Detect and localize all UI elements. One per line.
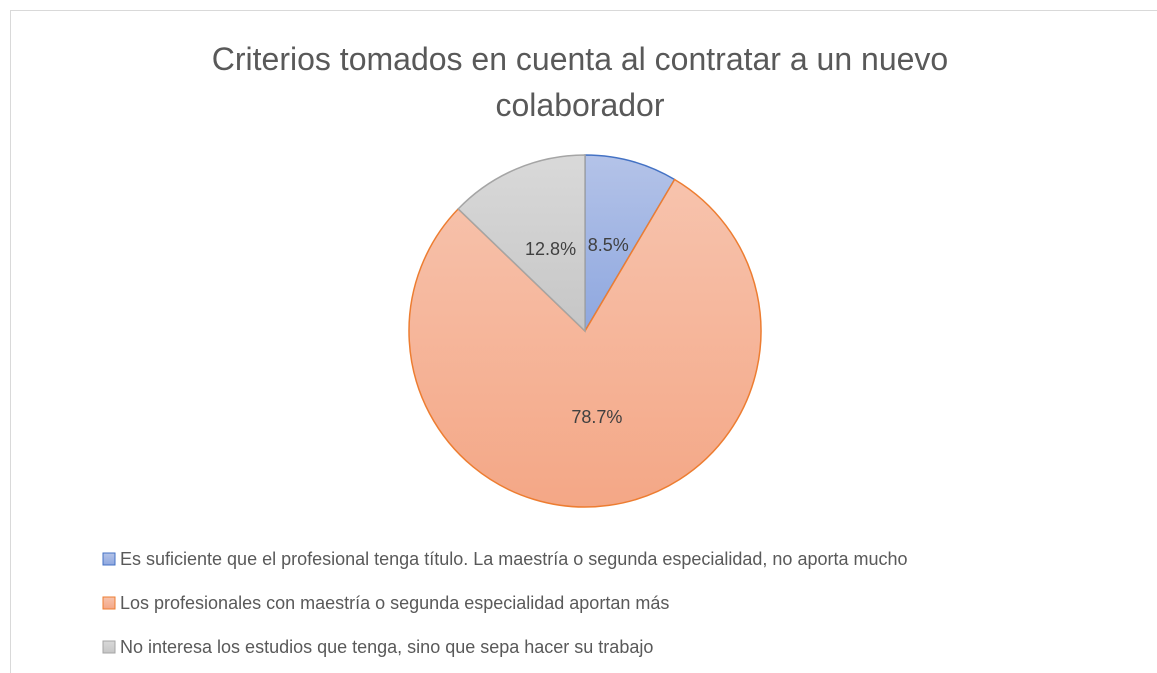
chart-frame — [10, 10, 1157, 673]
data-label: 12.8% — [525, 239, 576, 259]
pie-slice — [457, 154, 586, 333]
data-label: 78.7% — [571, 407, 622, 427]
pie-slice — [408, 178, 762, 508]
pie-slice — [584, 154, 676, 334]
legend-swatch — [102, 552, 116, 566]
legend-swatch — [102, 596, 116, 610]
data-label: 8.5% — [588, 235, 629, 255]
legend-label: Los profesionales con maestría o segunda… — [120, 593, 669, 613]
chart-title: Criterios tomados en cuenta al contratar… — [211, 41, 949, 123]
legend-swatch — [102, 640, 116, 654]
legend-label: No interesa los estudios que tenga, sino… — [120, 637, 653, 657]
legend-label: Es suficiente que el profesional tenga t… — [120, 549, 908, 569]
